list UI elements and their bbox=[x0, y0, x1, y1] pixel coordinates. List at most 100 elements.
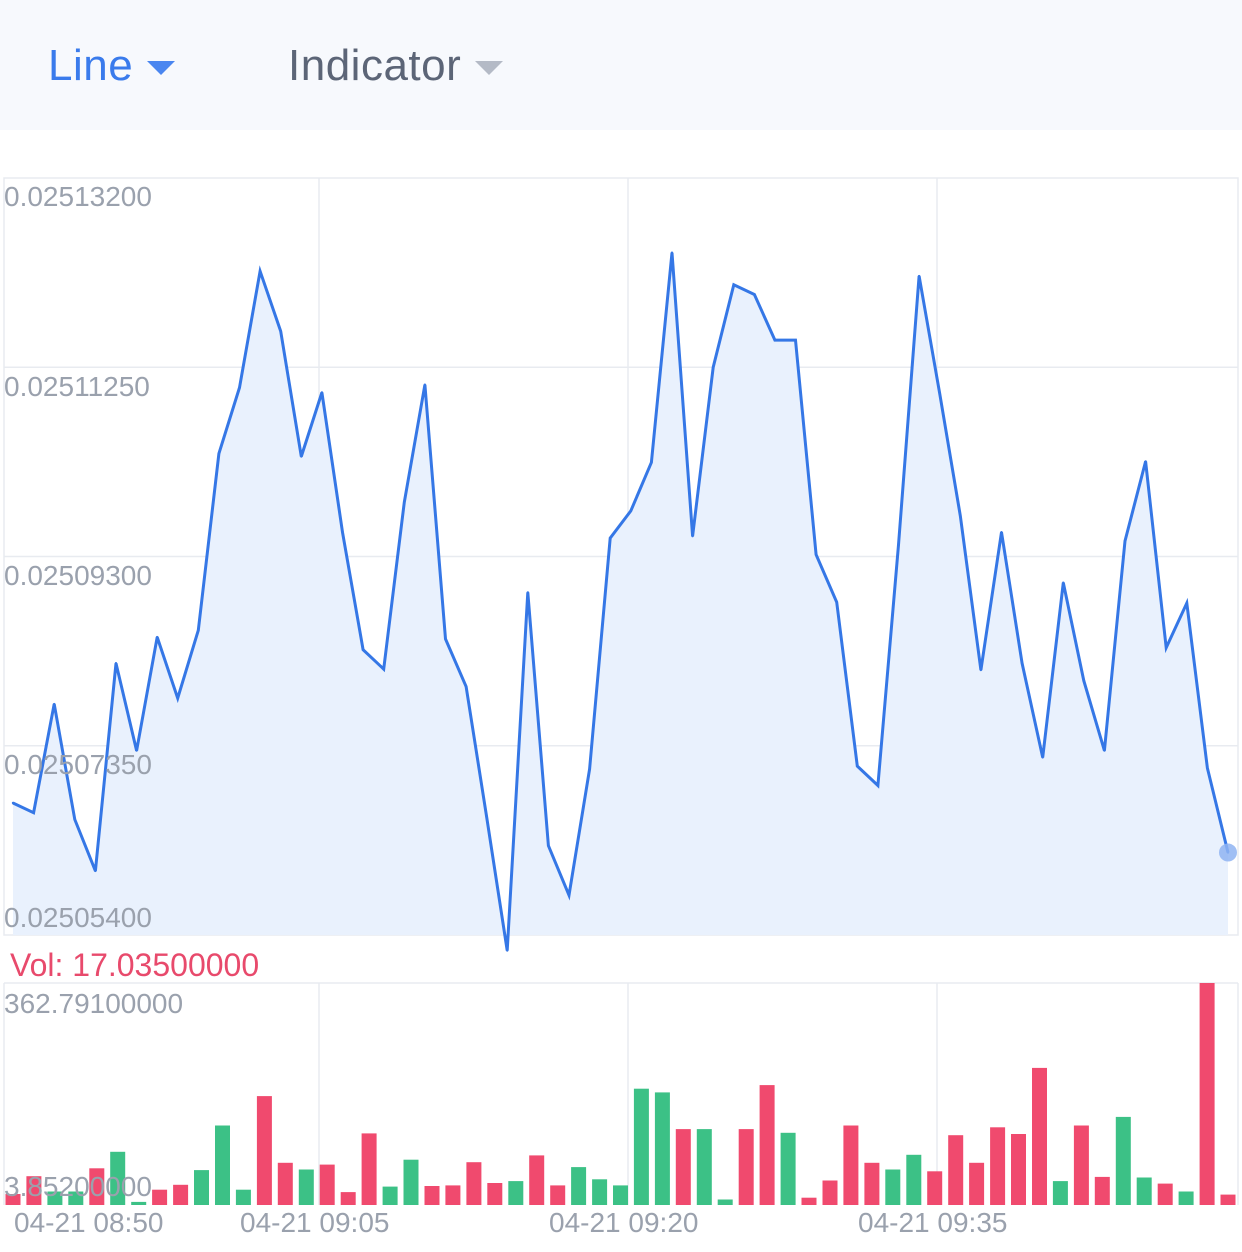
y-tick-label: 0.02509300 bbox=[4, 560, 152, 591]
caret-down-icon bbox=[475, 61, 504, 75]
volume-min-label: 3.85200000 bbox=[4, 1171, 152, 1202]
volume-bar bbox=[110, 1151, 126, 1205]
volume-bars bbox=[5, 983, 1236, 1205]
price-point bbox=[52, 702, 56, 706]
price-point bbox=[382, 667, 385, 671]
volume-bar bbox=[906, 1154, 922, 1205]
volume-bar bbox=[508, 1181, 524, 1205]
price-point bbox=[11, 801, 15, 805]
volume-bar bbox=[843, 1125, 859, 1205]
price-point bbox=[711, 366, 715, 369]
volume-bar bbox=[1136, 1177, 1152, 1205]
price-point bbox=[1103, 749, 1106, 752]
price-point bbox=[423, 383, 427, 386]
volume-bar bbox=[864, 1162, 880, 1205]
volume-bar bbox=[613, 1185, 628, 1205]
volume-bar bbox=[1011, 1134, 1026, 1205]
price-point bbox=[444, 637, 447, 641]
price-point bbox=[856, 764, 859, 768]
price-point bbox=[94, 869, 97, 873]
price-point bbox=[1185, 601, 1189, 605]
volume-bar bbox=[927, 1171, 943, 1205]
volume-bar bbox=[571, 1167, 587, 1205]
volume-bar bbox=[717, 1199, 733, 1205]
volume-bar bbox=[1115, 1116, 1131, 1205]
price-point bbox=[753, 293, 756, 296]
volume-bar bbox=[340, 1192, 356, 1205]
price-point bbox=[320, 391, 324, 394]
volume-bar bbox=[529, 1155, 545, 1205]
price-point bbox=[670, 251, 674, 254]
volume-bar bbox=[1073, 1125, 1089, 1205]
volume-bar bbox=[173, 1184, 189, 1205]
volume-bar bbox=[1220, 1194, 1236, 1205]
volume-bar bbox=[68, 1191, 84, 1205]
volume-bar bbox=[26, 1176, 42, 1205]
volume-bar bbox=[969, 1162, 985, 1205]
price-point bbox=[526, 591, 530, 594]
price-point bbox=[1020, 662, 1024, 665]
volume-bar bbox=[319, 1164, 335, 1205]
x-tick-label: 04-21 08:50 bbox=[14, 1207, 163, 1238]
price-point bbox=[197, 629, 200, 632]
price-point bbox=[1165, 646, 1168, 649]
volume-bar bbox=[885, 1169, 901, 1205]
volume-bar bbox=[487, 1183, 503, 1205]
last-price-dot bbox=[1219, 843, 1237, 862]
volume-bar bbox=[194, 1170, 209, 1205]
price-area-fill bbox=[13, 252, 1228, 951]
price-point bbox=[300, 455, 303, 458]
price-point bbox=[155, 635, 159, 639]
price-point bbox=[876, 784, 880, 787]
volume-bar bbox=[1094, 1176, 1110, 1205]
volume-bar bbox=[801, 1197, 817, 1205]
caret-down-icon bbox=[147, 61, 176, 75]
volume-bar bbox=[298, 1169, 314, 1205]
price-point bbox=[114, 662, 118, 665]
volume-bar bbox=[1157, 1183, 1173, 1205]
price-point bbox=[464, 685, 468, 688]
volume-bar bbox=[361, 1133, 377, 1205]
volume-bar bbox=[466, 1162, 482, 1205]
price-point bbox=[1123, 539, 1127, 543]
volume-bar bbox=[633, 1088, 649, 1205]
price-point bbox=[341, 531, 344, 534]
price-point bbox=[609, 536, 612, 540]
price-point bbox=[959, 514, 962, 517]
price-point bbox=[588, 767, 591, 771]
volume-bar bbox=[550, 1185, 566, 1205]
price-point bbox=[361, 648, 365, 651]
price-point bbox=[1000, 531, 1003, 534]
volume-bar bbox=[948, 1135, 964, 1205]
price-point bbox=[32, 811, 35, 814]
volume-bar bbox=[403, 1159, 419, 1205]
price-point bbox=[547, 844, 550, 847]
price-point bbox=[794, 338, 797, 342]
volume-bar bbox=[780, 1132, 796, 1205]
volume-bar bbox=[424, 1186, 440, 1205]
price-point bbox=[835, 600, 838, 604]
volume-bar bbox=[1199, 983, 1215, 1205]
volume-bar bbox=[131, 1201, 147, 1205]
price-point bbox=[279, 330, 282, 333]
indicator-dropdown[interactable]: Indicator bbox=[288, 38, 504, 94]
price-point bbox=[979, 668, 983, 672]
volume-bar bbox=[1178, 1191, 1194, 1205]
price-point bbox=[135, 749, 138, 752]
x-tick-label: 04-21 09:05 bbox=[240, 1207, 389, 1238]
price-point bbox=[917, 274, 921, 278]
price-point bbox=[814, 553, 818, 556]
volume-bar bbox=[215, 1125, 230, 1205]
price-point bbox=[258, 269, 262, 273]
chart-type-dropdown[interactable]: Line bbox=[48, 38, 176, 94]
price-point bbox=[176, 696, 179, 700]
axis-labels: 0.02513200 0.02511250 0.02509300 0.02507350… bbox=[4, 181, 1007, 1238]
price-point bbox=[897, 543, 900, 547]
price-point bbox=[506, 949, 509, 952]
price-point bbox=[73, 818, 76, 821]
volume-bar bbox=[89, 1168, 105, 1205]
volume-bar bbox=[654, 1092, 670, 1205]
volume-max-label: 362.79100000 bbox=[4, 988, 183, 1019]
x-tick-label: 04-21 09:35 bbox=[858, 1207, 1007, 1238]
